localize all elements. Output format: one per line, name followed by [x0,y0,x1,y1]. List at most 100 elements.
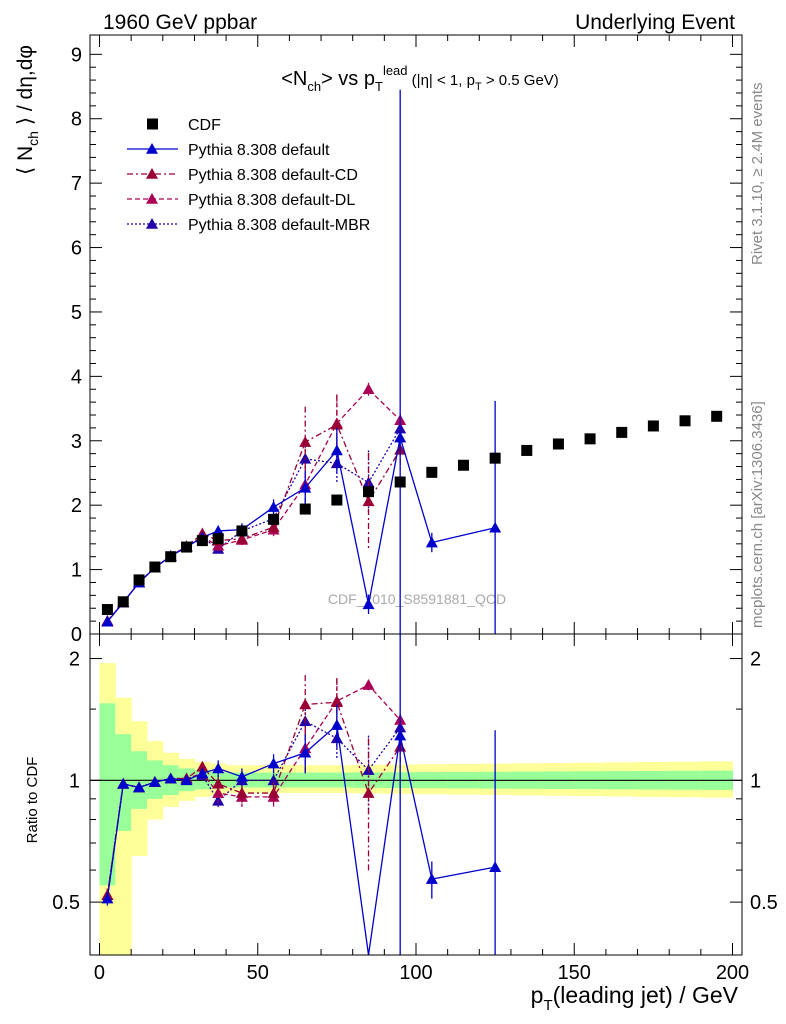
main-point-default [362,598,375,610]
main-point-cdf [711,410,723,422]
ratio-line-default [106,723,496,956]
main-point-cdf [552,438,564,450]
main-point-cdf [236,525,248,537]
main-ytick-label: 7 [71,173,82,195]
legend-marker-dl [146,193,158,204]
ratio-point-cd [212,777,225,789]
main-point-cdf [426,466,438,478]
ratio-ytick-label-right: 0.5 [750,892,778,914]
ratio-point-default [148,776,161,787]
ratio-point-default [425,873,438,884]
main-point-default [299,481,312,493]
ratio-ytick-label: 0.5 [52,892,80,914]
ratio-xtick-label: 150 [558,962,591,984]
main-point-cd [299,436,312,447]
ratio-point-default [299,746,312,758]
ratio-point-cd [330,696,343,708]
ratio-point-default [180,774,193,786]
main-ytick-label: 8 [71,109,82,131]
main-ytick-label: 4 [71,366,82,388]
ratio-point-default [117,777,130,789]
main-point-cdf [117,596,129,608]
ratio-point-cd [267,787,280,798]
main-ytick-label: 3 [71,431,82,453]
main-point-dl [362,383,375,395]
main-point-cdf [363,486,375,498]
main-point-cdf [149,561,161,573]
main-point-cdf [268,513,280,525]
main-point-cdf [101,604,113,616]
main-line-dl [106,388,401,622]
ratio-point-cd [235,787,248,798]
ratio-ytick-label: 2 [69,649,80,671]
ratio-point-default [212,762,225,774]
main-point-cdf [457,459,469,471]
header-right: Underlying Event [575,11,735,34]
mcplots-label: mcplots.cern.ch [arXiv:1306.3436] [749,401,766,628]
legend-label-default: Pythia 8.308 default [188,142,330,159]
ratio-point-dl [362,679,375,690]
main-point-cdf [181,541,193,553]
main-ylabel: ⟨ Nch ⟩ / dη,dφ [14,45,41,175]
main-point-cdf [616,426,628,438]
main-point-default [267,501,280,512]
main-point-default [489,521,502,533]
main-point-cdf [165,551,177,563]
ratio-point-cd [196,760,209,772]
main-point-default [101,615,114,627]
ratio-ytick-label: 1 [69,770,80,792]
legend-label-cdf: CDF [188,117,221,134]
ratio-point-default [164,772,177,784]
legend-marker-cd [146,168,158,179]
main-title: <Nch> vs pTlead (|η| < 1, pT > 0.5 GeV) [281,63,559,94]
main-point-cd [330,418,343,430]
legend-label-mbr: Pythia 8.308 default-MBR [188,217,370,234]
ratio-point-default [133,781,146,793]
main-point-cdf [584,433,596,445]
main-point-default [330,444,343,456]
main-point-default [425,536,438,548]
ratio-xtick-label: 200 [716,962,749,984]
main-ytick-label: 5 [71,302,82,324]
main-ytick-label: 0 [71,624,82,646]
ratio-xtick-label: 100 [399,962,432,984]
ratio-band-inner [99,703,116,886]
main-point-default [212,524,225,536]
analysis-watermark: CDF_2010_S8591881_QCD [328,591,506,607]
main-ytick-label: 2 [71,495,82,517]
xlabel: pT(leading jet) / GeV [531,982,739,1014]
main-point-default [394,431,407,443]
legend-label-cd: Pythia 8.308 default-CD [188,167,358,184]
main-point-cdf [647,420,659,432]
legend: CDF Pythia 8.308 default Pythia 8.308 defa… [127,117,370,234]
main-point-cdf [489,452,501,464]
ratio-point-default [235,770,248,782]
ratio-xtick-label: 0 [94,962,105,984]
main-ytick-label: 1 [71,560,82,582]
main-line-default [106,437,496,623]
main-point-cdf [394,476,406,488]
ratio-point-cd [362,787,375,798]
main-panel: 0 1 2 3 4 5 6 7 8 9 [71,34,743,646]
ratio-point-default [489,861,502,872]
ratio-panel: 0.5 0.5 1 1 2 2 0 50 100 150 200 [52,633,778,984]
ratio-point-default [394,729,407,741]
ratio-ylabel: Ratio to CDF [24,757,41,844]
main-point-cdf [521,444,533,456]
main-point-cd [362,495,375,507]
ratio-point-cd [299,698,312,710]
main-point-cdf [679,415,691,427]
legend-marker-mbr [146,218,158,229]
main-point-cdf [212,533,224,545]
ratio-ytick-label-right: 1 [750,770,761,792]
main-line-cd [106,423,401,622]
legend-marker-cdf [147,118,158,130]
ratio-point-mbr [267,774,280,786]
main-point-cdf [331,494,343,506]
legend-label-dl: Pythia 8.308 default-DL [188,192,355,209]
legend-marker-default [146,143,158,154]
ratio-point-default [330,719,343,730]
main-ytick-label: 6 [71,238,82,260]
main-point-cdf [299,503,311,515]
